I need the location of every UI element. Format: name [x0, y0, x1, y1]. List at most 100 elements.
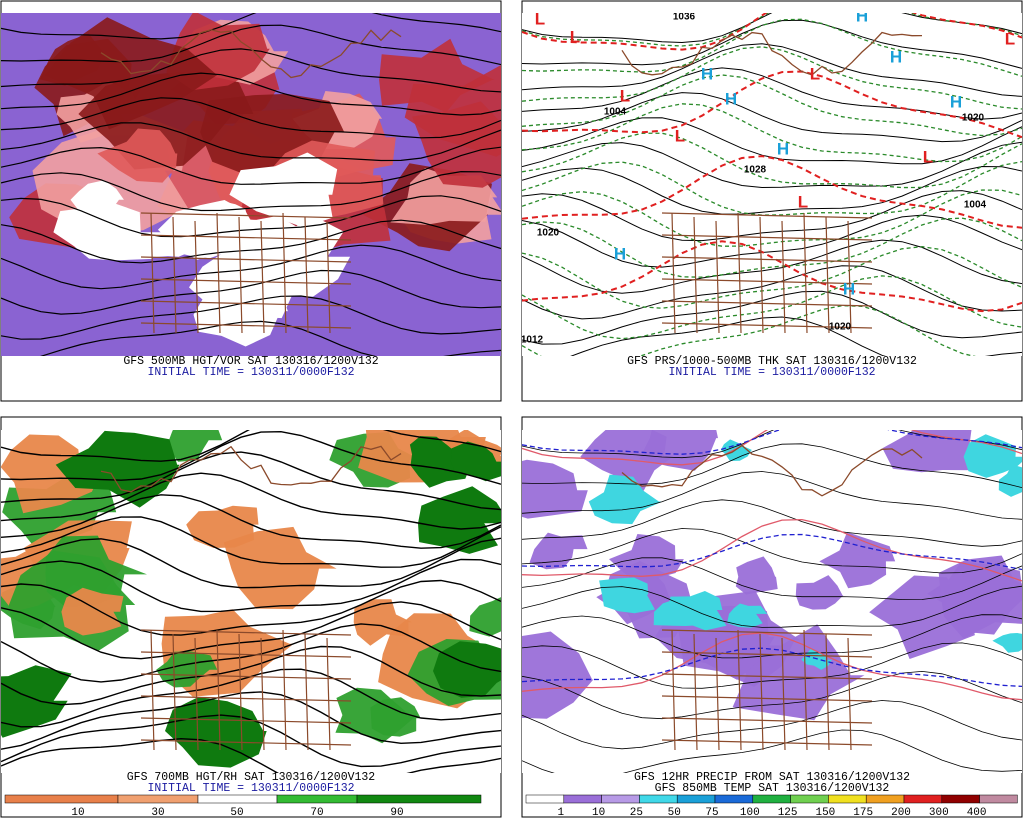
- colorbar-label: 400: [967, 807, 987, 819]
- contour-line: [1, 691, 501, 750]
- state-border: [140, 739, 352, 746]
- colorbar-segment: [563, 794, 602, 804]
- contour-line: [522, 518, 1022, 582]
- caption-line: INITIAL TIME = 130311/0000F132: [147, 782, 354, 795]
- humidity-area: [156, 651, 218, 688]
- contour-line: [522, 155, 1022, 229]
- contour-line: [39, 320, 501, 356]
- humidity-area: [168, 430, 223, 462]
- state-border: [140, 300, 352, 307]
- precip-area: [795, 575, 844, 610]
- colorbar-label: 25: [630, 807, 643, 819]
- pressure-center-label: L: [1005, 29, 1015, 48]
- pressure-center-label: L: [535, 9, 545, 28]
- colorbar-segment: [639, 794, 678, 804]
- state-border: [282, 212, 287, 334]
- state-border: [661, 256, 873, 263]
- contour-line: [522, 189, 1022, 247]
- state-border: [216, 629, 221, 751]
- contour-line: [522, 430, 1022, 455]
- contour-line: [1, 430, 501, 462]
- contour-line: [522, 499, 1022, 547]
- precip-area: [653, 597, 705, 626]
- state-border: [140, 651, 352, 658]
- colorbar-segment: [979, 794, 1018, 804]
- contour-line: [522, 585, 1022, 628]
- contour-line: [522, 217, 1022, 278]
- humidity-area: [335, 687, 417, 744]
- colorbar-segment: [601, 794, 640, 804]
- vorticity-area: [229, 152, 338, 228]
- state-border: [238, 216, 243, 334]
- state-border: [304, 633, 309, 751]
- contour-line: [1, 451, 501, 511]
- contour-line: [522, 729, 1022, 773]
- colorbar-segment: [525, 794, 565, 804]
- coastline: [100, 445, 402, 493]
- state-border: [825, 633, 830, 751]
- map: [522, 430, 1022, 773]
- contour-line: [522, 70, 1022, 139]
- colorbar-segment: [197, 794, 278, 804]
- contour-label: 1020: [537, 228, 560, 239]
- state-border: [715, 637, 720, 751]
- contour-label: 1020: [962, 113, 985, 124]
- contour-line: [522, 533, 1022, 571]
- humidity-area: [353, 599, 412, 646]
- colorbar-segment: [941, 794, 980, 804]
- contour-line: [522, 190, 1022, 242]
- state-border: [150, 629, 155, 751]
- caption-line: GFS 500MB HGT/VOR SAT 130316/1200V132: [123, 355, 378, 368]
- contour-line: [522, 74, 1022, 137]
- contour-line: [1, 219, 501, 264]
- state-border: [140, 212, 352, 219]
- state-border: [661, 673, 873, 680]
- state-border: [194, 637, 199, 751]
- contour-line: [1, 714, 501, 768]
- contour-line: [522, 240, 1022, 313]
- contour-line: [522, 46, 1022, 110]
- map-background: [522, 13, 1022, 356]
- contour-line: [1, 195, 501, 238]
- caption-line: INITIAL TIME = 130311/0000F132: [147, 366, 354, 379]
- state-border: [661, 739, 873, 746]
- colorbar-segment: [676, 794, 716, 804]
- state-border: [803, 212, 808, 334]
- pressure-center-label: H: [777, 139, 789, 158]
- contour-line: [1, 97, 501, 139]
- contour-line: [1, 48, 501, 93]
- humidity-area: [433, 641, 501, 698]
- contour-line: [522, 43, 1022, 97]
- humidity-area: [186, 505, 259, 548]
- contour-line: [522, 132, 1022, 189]
- colorbar-label: 70: [310, 807, 323, 819]
- colorbar-segment: [865, 794, 905, 804]
- contour-line: [522, 614, 1022, 659]
- contour-line: [1, 558, 501, 613]
- pressure-center-label: L: [810, 64, 820, 83]
- colorbar-label: 50: [668, 807, 681, 819]
- map: [1, 13, 501, 356]
- contour-line: [522, 430, 1022, 459]
- contour-line: [522, 275, 1022, 340]
- contour-line: [1, 13, 501, 40]
- humidity-area: [410, 439, 471, 488]
- state-border: [260, 220, 265, 334]
- precip-area: [998, 464, 1022, 497]
- contour-line: [522, 103, 1022, 163]
- contour-line: [522, 165, 1022, 215]
- humidity-area: [450, 441, 501, 482]
- colorbar-label: 175: [853, 807, 873, 819]
- contour-line: [522, 160, 1022, 216]
- precip-area: [938, 555, 1022, 639]
- precip-area: [529, 532, 588, 570]
- colorbar-label: 30: [151, 807, 164, 819]
- contour-label: 1036: [673, 12, 696, 23]
- state-border: [759, 633, 764, 751]
- contour-line: [1, 516, 501, 568]
- state-border: [661, 695, 873, 702]
- state-border: [194, 220, 199, 334]
- pressure-center-label: L: [675, 126, 685, 145]
- contour-label: 1028: [744, 165, 767, 176]
- state-border: [140, 629, 352, 636]
